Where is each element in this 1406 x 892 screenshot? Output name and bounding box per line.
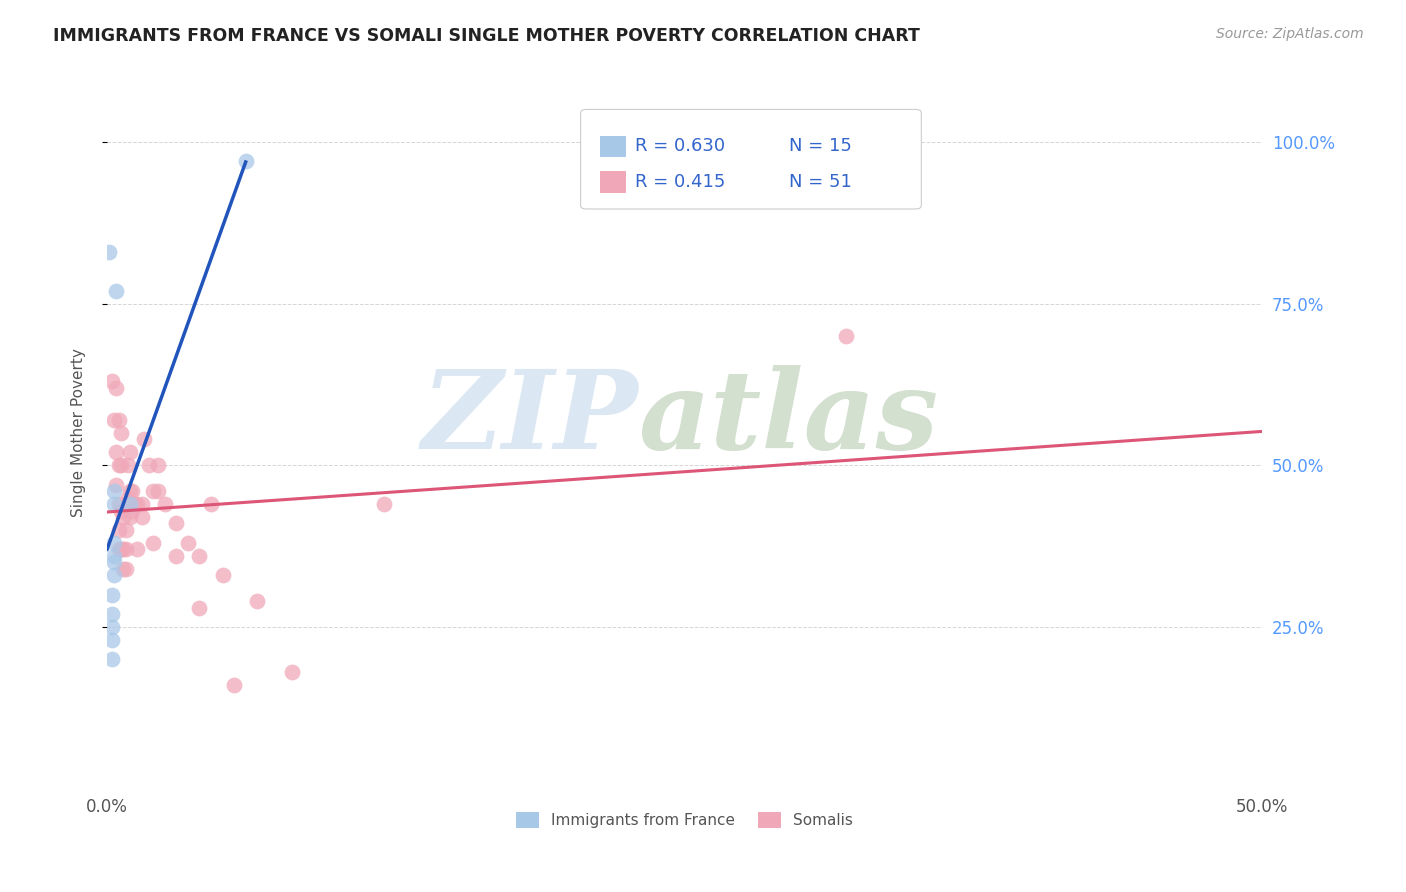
- Point: [107, 497, 129, 511]
- Point: [100, 652, 122, 666]
- Point: [246, 594, 269, 608]
- Point: [103, 484, 125, 499]
- Point: [127, 542, 149, 557]
- Point: [165, 549, 187, 563]
- Point: [107, 523, 129, 537]
- Legend: Immigrants from France, Somalis: Immigrants from France, Somalis: [510, 806, 859, 834]
- Point: [107, 413, 129, 427]
- Point: [100, 607, 122, 621]
- Text: R = 0.415: R = 0.415: [636, 173, 725, 191]
- Point: [103, 549, 125, 563]
- Point: [112, 542, 135, 557]
- Text: N = 15: N = 15: [789, 137, 852, 155]
- Point: [105, 381, 128, 395]
- FancyBboxPatch shape: [600, 171, 626, 193]
- Point: [131, 497, 153, 511]
- Point: [120, 510, 142, 524]
- Point: [835, 329, 858, 343]
- FancyBboxPatch shape: [600, 136, 626, 157]
- Point: [107, 458, 129, 473]
- Point: [124, 497, 146, 511]
- Point: [188, 600, 211, 615]
- Point: [211, 568, 233, 582]
- Point: [224, 678, 246, 692]
- Point: [110, 425, 132, 440]
- Point: [103, 568, 125, 582]
- Point: [120, 484, 142, 499]
- Point: [114, 562, 136, 576]
- Point: [103, 497, 125, 511]
- Point: [112, 562, 135, 576]
- Point: [121, 503, 143, 517]
- Text: ZIP: ZIP: [422, 365, 638, 473]
- Point: [105, 445, 128, 459]
- Point: [142, 484, 165, 499]
- Point: [165, 516, 187, 531]
- Point: [110, 458, 132, 473]
- Point: [98, 244, 121, 259]
- Point: [110, 542, 132, 557]
- Point: [120, 497, 142, 511]
- Point: [117, 458, 139, 473]
- Point: [120, 445, 142, 459]
- Text: Source: ZipAtlas.com: Source: ZipAtlas.com: [1216, 27, 1364, 41]
- Point: [373, 497, 395, 511]
- Point: [103, 536, 125, 550]
- Point: [121, 484, 143, 499]
- Y-axis label: Single Mother Poverty: Single Mother Poverty: [72, 349, 86, 517]
- Point: [142, 536, 165, 550]
- Point: [132, 433, 155, 447]
- Point: [100, 620, 122, 634]
- Point: [100, 588, 122, 602]
- Point: [153, 497, 176, 511]
- Point: [103, 413, 125, 427]
- Point: [114, 523, 136, 537]
- Point: [112, 510, 135, 524]
- Point: [131, 510, 153, 524]
- Point: [146, 458, 169, 473]
- Point: [105, 477, 128, 491]
- Text: IMMIGRANTS FROM FRANCE VS SOMALI SINGLE MOTHER POVERTY CORRELATION CHART: IMMIGRANTS FROM FRANCE VS SOMALI SINGLE …: [53, 27, 921, 45]
- Point: [100, 374, 122, 388]
- Point: [138, 458, 160, 473]
- Point: [235, 154, 257, 169]
- Point: [110, 503, 132, 517]
- Point: [100, 632, 122, 647]
- Point: [114, 542, 136, 557]
- Point: [127, 497, 149, 511]
- Point: [105, 284, 128, 298]
- Point: [107, 542, 129, 557]
- Text: N = 51: N = 51: [789, 173, 852, 191]
- Point: [146, 484, 169, 499]
- FancyBboxPatch shape: [581, 110, 921, 209]
- Point: [188, 549, 211, 563]
- Point: [177, 536, 200, 550]
- Text: R = 0.630: R = 0.630: [636, 137, 725, 155]
- Point: [117, 491, 139, 505]
- Point: [200, 497, 222, 511]
- Text: atlas: atlas: [638, 365, 939, 473]
- Point: [281, 665, 304, 680]
- Point: [103, 555, 125, 569]
